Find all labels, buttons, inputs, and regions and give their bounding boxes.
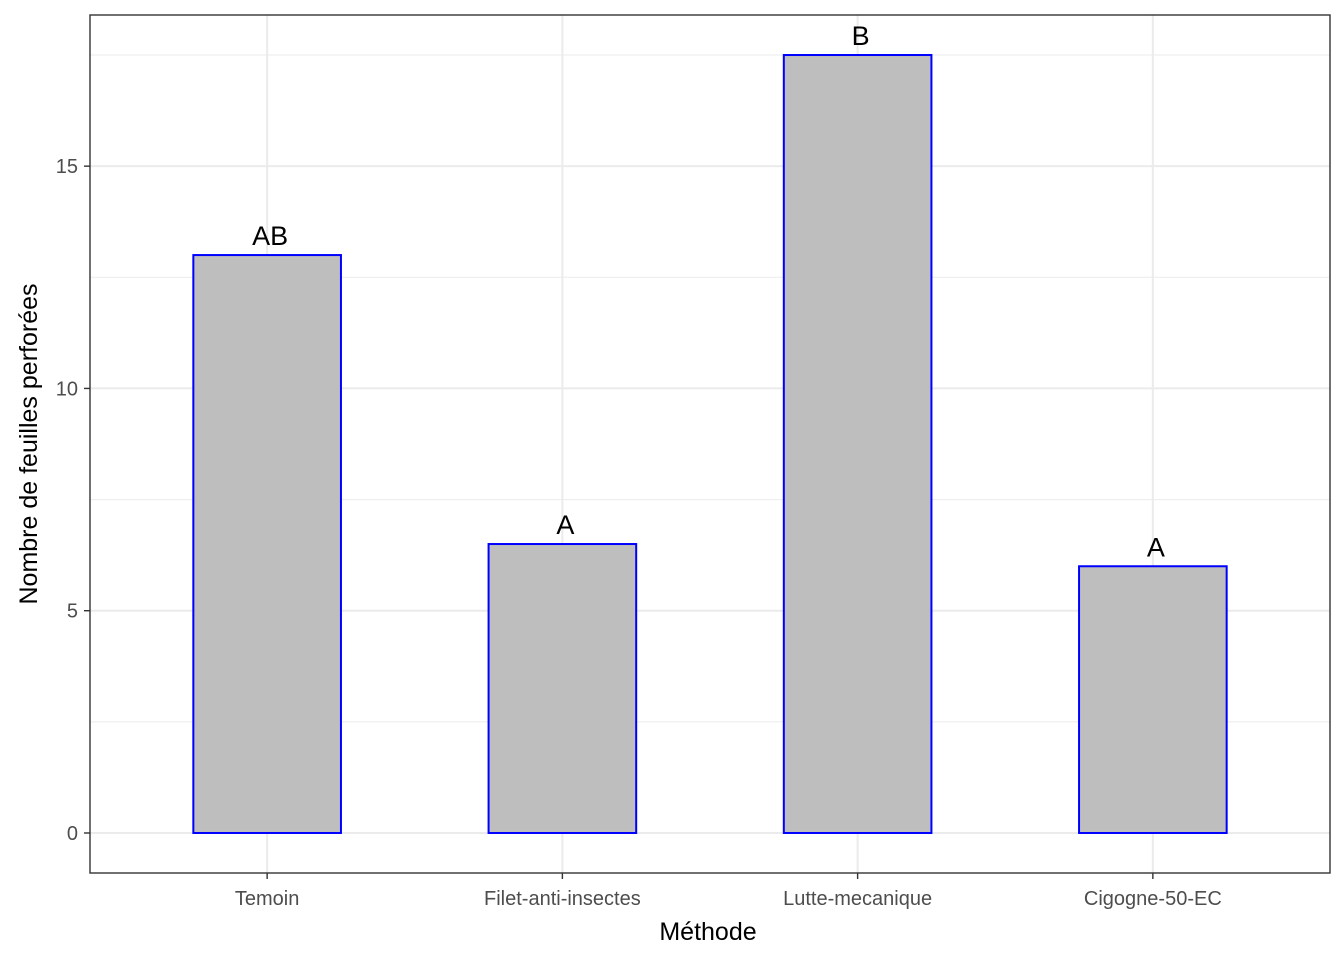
bar-label: A (1147, 532, 1165, 562)
x-tick-label: Cigogne-50-EC (1084, 888, 1222, 910)
x-tick-label: Temoin (235, 888, 299, 910)
x-axis: Temoin Filet-anti-insectes Lutte-mecanique… (235, 873, 1222, 910)
bar-cigogne-50-ec (1078, 565, 1228, 834)
y-tick-label: 0 (67, 823, 78, 845)
bars (192, 54, 1228, 834)
y-axis: 0 5 10 15 (56, 156, 90, 845)
bar-filet-anti-insectes (487, 543, 638, 834)
y-tick-label: 15 (56, 156, 78, 178)
y-axis-title: Nombre de feuilles perforées (15, 284, 43, 605)
bar-label: AB (252, 221, 288, 251)
panel-border (89, 14, 1331, 874)
bar-label: A (556, 510, 574, 540)
bar-label: B (852, 21, 870, 51)
y-tick-label: 10 (56, 378, 78, 400)
x-axis-title: Méthode (659, 918, 756, 946)
bar-temoin (192, 254, 342, 834)
x-tick-label: Lutte-mecanique (783, 888, 932, 910)
y-tick-label: 5 (67, 601, 78, 623)
x-tick-label: Filet-anti-insectes (484, 888, 641, 910)
bar-lutte-mecanique (782, 54, 933, 834)
